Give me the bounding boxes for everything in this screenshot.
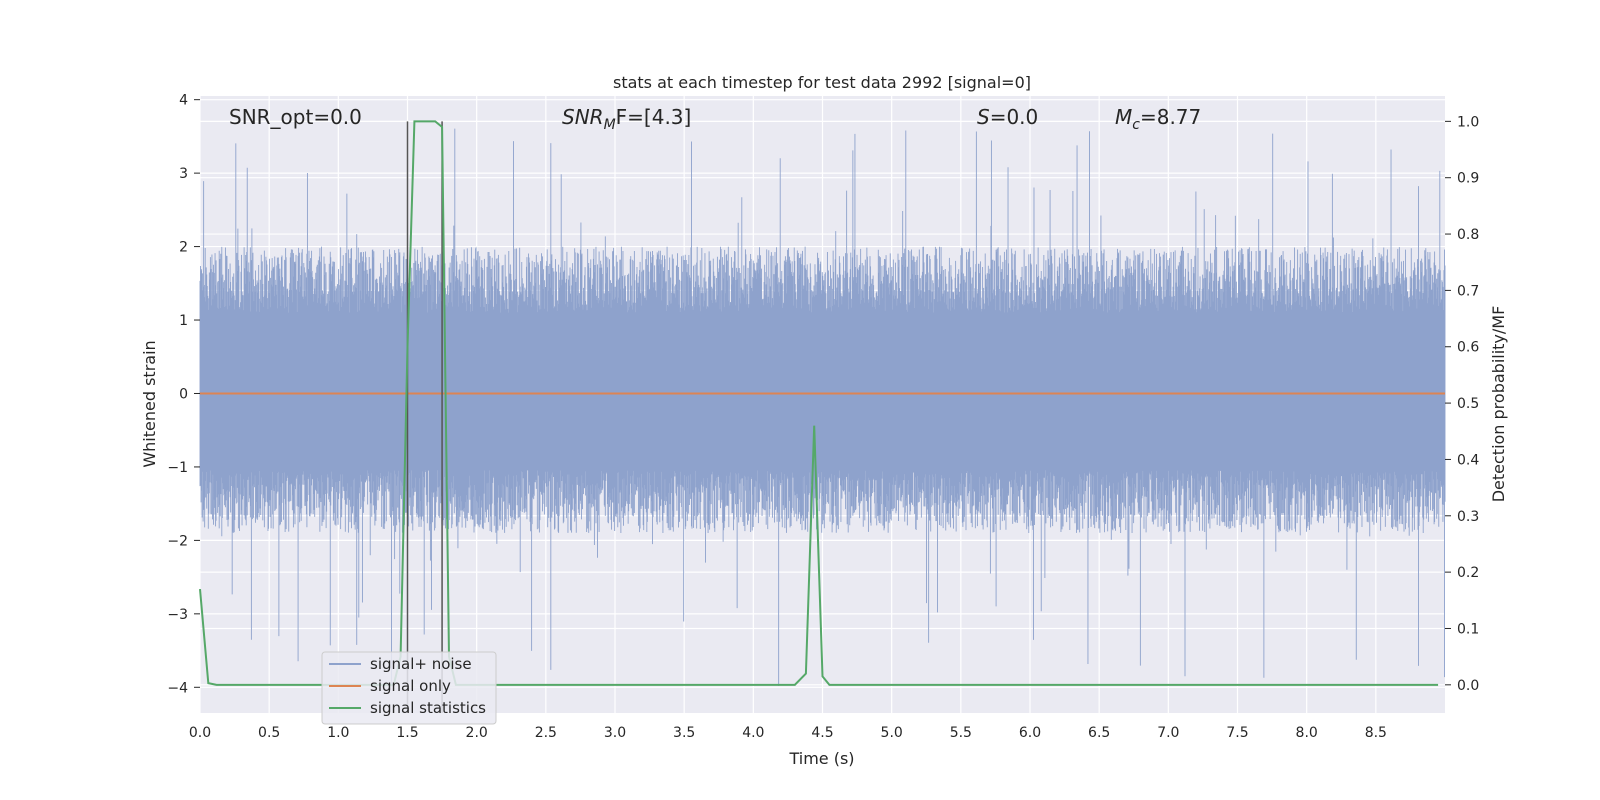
x-tick-label: 6.0	[1019, 725, 1041, 741]
x-tick-label: 4.5	[811, 725, 833, 741]
legend-label-signal-statistics: signal statistics	[370, 699, 486, 717]
y-tick-label-left: −2	[167, 533, 188, 549]
y-axis-right-ticks: 0.0 0.1 0.2 0.3 0.4 0.5 0.6 0.7 0.8 0.9 1.0	[1445, 114, 1479, 694]
vertical-markers	[406, 121, 443, 713]
x-axis-ticks: 0.0 0.5 1.0 1.5 2.0 2.5 3.0 3.5 4.0 4.5 5.0 5.5 6.0 6…	[189, 725, 1387, 741]
y-axis-left-ticks: −4 −3 −2 −1 0 1 2 3 4	[167, 93, 200, 696]
x-tick-label: 0.5	[258, 725, 280, 741]
y-tick-label-left: 0	[179, 386, 188, 402]
annotation-mc-rest: =8.77	[1140, 105, 1201, 129]
x-tick-label: 7.0	[1157, 725, 1179, 741]
annotation-mc-main: M	[1115, 105, 1132, 129]
chart-title: stats at each timestep for test data 299…	[613, 73, 1031, 92]
y-tick-label-left: −4	[167, 680, 188, 696]
y-tick-label-right: 0.3	[1457, 509, 1479, 525]
x-tick-label: 1.0	[327, 725, 349, 741]
x-tick-label: 3.5	[673, 725, 695, 741]
x-tick-label: 1.5	[396, 725, 418, 741]
annotation-snr-mf-rest: F=[4.3]	[616, 105, 692, 129]
y-tick-label-right: 0.6	[1457, 340, 1479, 356]
y-tick-label-right: 0.8	[1457, 227, 1479, 243]
y-tick-label-left: −3	[167, 607, 188, 623]
y-tick-label-right: 0.0	[1457, 678, 1479, 694]
annotation-snr-mf-sub: M	[604, 117, 616, 133]
annotation-s: S=0.0	[977, 105, 1038, 129]
x-tick-label: 4.0	[742, 725, 764, 741]
legend-label-signal-only: signal only	[370, 677, 451, 695]
y-tick-label-left: 3	[179, 166, 188, 182]
y-tick-label-right: 0.9	[1457, 171, 1479, 187]
y-tick-label-right: 0.1	[1457, 621, 1479, 637]
annotation-s-rest: =0.0	[990, 105, 1039, 129]
x-tick-label: 7.5	[1226, 725, 1248, 741]
x-axis-label: Time (s)	[788, 749, 854, 768]
x-tick-label: 8.5	[1365, 725, 1387, 741]
x-tick-label: 2.5	[535, 725, 557, 741]
y-tick-label-right: 0.4	[1457, 452, 1479, 468]
annotation-s-main: S	[977, 105, 990, 129]
legend-label-signal-plus-noise: signal+ noise	[370, 655, 472, 673]
y-axis-right-label: Detection probability/MF	[1489, 306, 1508, 503]
y-tick-label-right: 1.0	[1457, 114, 1479, 130]
x-tick-label: 8.0	[1296, 725, 1318, 741]
x-tick-label: 2.0	[466, 725, 488, 741]
y-tick-label-left: 2	[179, 240, 188, 256]
annotation-snr-opt: SNR_opt=0.0	[229, 105, 362, 129]
y-tick-label-left: 1	[179, 313, 188, 329]
x-tick-label: 6.5	[1088, 725, 1110, 741]
y-axis-left-label: Whitened strain	[140, 340, 159, 467]
x-tick-label: 3.0	[604, 725, 626, 741]
x-tick-label: 5.5	[950, 725, 972, 741]
legend: signal+ noise signal only signal statist…	[321, 651, 497, 725]
y-tick-label-left: 4	[179, 93, 188, 109]
annotation-mc-sub: c	[1132, 117, 1140, 133]
x-tick-label: 0.0	[189, 725, 211, 741]
y-tick-label-right: 0.5	[1457, 396, 1479, 412]
legend-box	[321, 651, 497, 725]
y-tick-label-right: 0.2	[1457, 565, 1479, 581]
annotation-snr-mf-main: SNR	[562, 105, 604, 129]
x-tick-label: 5.0	[881, 725, 903, 741]
y-tick-label-left: −1	[167, 460, 188, 476]
annotation-mc: Mc=8.77	[1115, 105, 1201, 133]
y-tick-label-right: 0.7	[1457, 283, 1479, 299]
annotation-snr-mf: SNRMF=[4.3]	[562, 105, 691, 133]
